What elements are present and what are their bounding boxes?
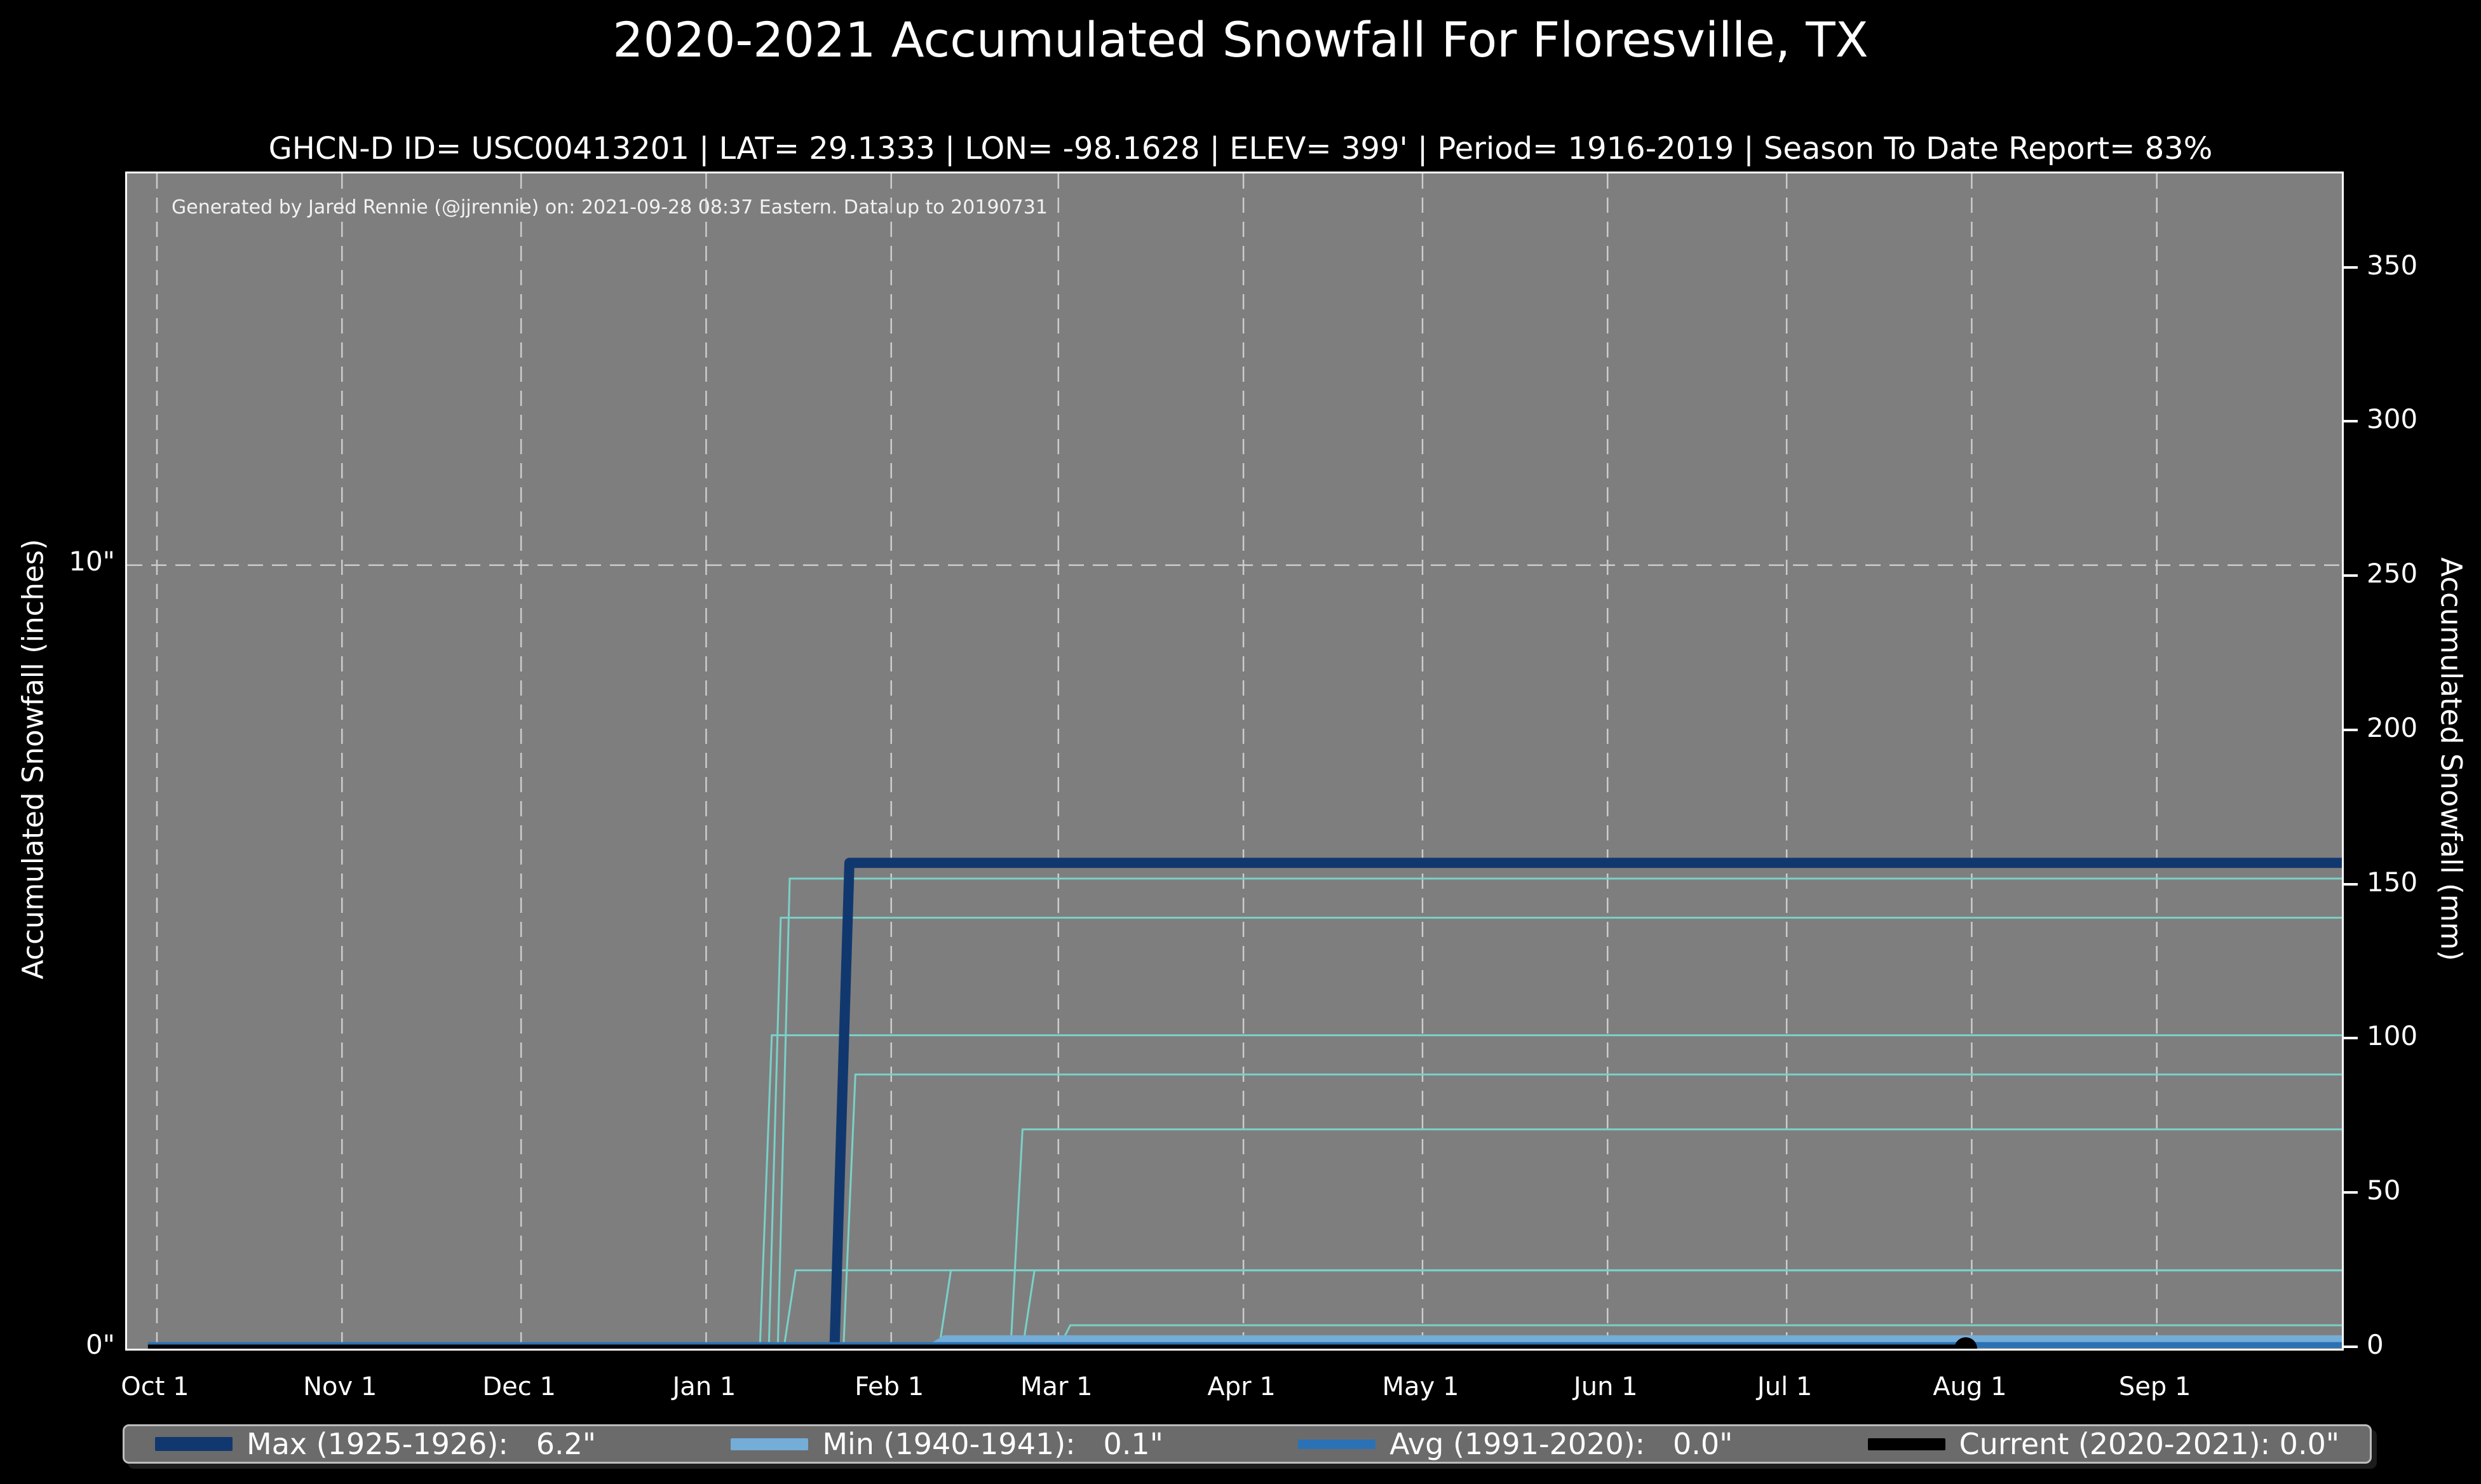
y-right-tick-label: 50 [2367,1175,2401,1206]
legend-label-min: Min (1940-1941): 0.1" [822,1427,1163,1461]
generated-by-note: Generated by Jared Rennie (@jjrennie) on… [172,196,1048,219]
x-tick-label: Apr 1 [1207,1372,1276,1401]
x-tick-label: Nov 1 [303,1372,377,1401]
y-right-tick-mark [2344,728,2358,731]
y-right-tick-label: 350 [2367,249,2418,281]
legend-label-max: Max (1925-1926): 6.2" [247,1427,597,1461]
y-right-tick-mark [2344,1346,2358,1348]
season-line [767,917,2342,1349]
legend-label-current: Current (2020-2021): 0.0" [1959,1427,2339,1461]
y-right-tick-mark [2344,1037,2358,1040]
legend: Max (1925-1926): 6.2" Min (1940-1941): 0.… [123,1424,2372,1464]
y-left-tick-label: 0" [85,1329,115,1360]
y-right-tick-label: 0 [2367,1329,2384,1360]
y-axis-label-right: Accumulated Snowfall (mm) [2434,557,2468,961]
x-tick-label: Dec 1 [482,1372,556,1401]
legend-item-min: Min (1940-1941): 0.1" [731,1427,1163,1461]
legend-swatch-max [155,1437,233,1451]
x-tick-label: Oct 1 [121,1372,189,1401]
legend-swatch-min [731,1438,809,1450]
x-tick-label: Jun 1 [1573,1372,1638,1401]
series-line-max [147,858,2342,1349]
x-tick-label: May 1 [1382,1372,1459,1401]
legend-swatch-avg [1298,1439,1376,1449]
y-right-tick-label: 200 [2367,712,2418,743]
y-right-tick-label: 100 [2367,1020,2418,1052]
y-right-tick-mark [2344,882,2358,886]
x-tick-label: Mar 1 [1020,1372,1093,1401]
season-line [776,877,2342,1349]
legend-swatch-current [1867,1438,1945,1450]
series-end-marker-current [1954,1337,1978,1349]
legend-item-avg: Avg (1991-2020): 0.0" [1298,1427,1733,1461]
y-left-tick-label: 10" [69,545,115,577]
season-line [1021,1269,2342,1349]
chart-title: 2020-2021 Accumulated Snowfall For Flore… [612,11,1869,68]
x-tick-label: Feb 1 [855,1372,924,1401]
y-right-tick-mark [2344,420,2358,423]
x-tick-label: Aug 1 [1933,1372,2007,1401]
legend-label-avg: Avg (1991-2020): 0.0" [1389,1427,1733,1461]
y-axis-label-left: Accumulated Snowfall (inches) [16,539,50,980]
y-right-tick-mark [2344,266,2358,269]
legend-item-current: Current (2020-2021): 0.0" [1867,1427,2339,1461]
x-tick-label: Sep 1 [2118,1372,2191,1401]
x-tick-label: Jul 1 [1757,1372,1813,1401]
chart-subtitle: GHCN-D ID= USC00413201 | LAT= 29.1333 | … [268,131,2213,166]
y-right-tick-mark [2344,1191,2358,1194]
x-tick-label: Jan 1 [672,1372,736,1401]
y-right-tick-label: 250 [2367,558,2418,590]
chart-canvas [127,173,2342,1349]
legend-item-max: Max (1925-1926): 6.2" [155,1427,596,1461]
y-right-tick-mark [2344,574,2358,577]
y-right-tick-label: 300 [2367,403,2418,435]
season-line [1010,1128,2342,1349]
season-line [842,1073,2342,1349]
season-line [759,1034,2342,1349]
plot-area: Generated by Jared Rennie (@jjrennie) on… [125,172,2344,1351]
y-right-tick-label: 150 [2367,866,2418,898]
